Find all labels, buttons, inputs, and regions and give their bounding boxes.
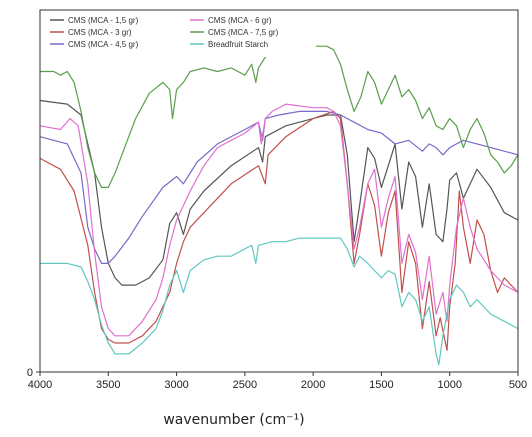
legend-label-1: CMS (MCA - 3 gr) [68,28,132,37]
series-line-4 [40,45,519,188]
legend-label-5: Breadfruit Starch [208,40,268,49]
legend-label-3: CMS (MCA - 6 gr) [208,16,272,25]
x-axis-title: wavenumber (cm⁻¹) [163,412,304,428]
x-tick-label: 3500 [96,379,120,391]
series-line-3 [39,103,519,337]
y-tick-label: 0 [27,367,33,379]
x-tick-label: 4000 [28,379,52,391]
legend-label-2: CMS (MCA - 4,5 gr) [68,40,139,49]
legend-background [46,13,316,57]
x-tick-label: 1000 [437,379,461,391]
x-tick-label: 3000 [164,379,188,391]
series-line-1 [39,110,519,351]
series-line-2 [39,110,519,264]
legend: CMS (MCA - 1,5 gr) CMS (MCA - 3 gr) CMS (M… [46,13,316,57]
x-tick-label: 2000 [301,379,325,391]
legend-label-4: CMS (MCA - 7,5 gr) [208,28,279,37]
x-tick-label: 500 [509,379,527,391]
series-line-0 [39,99,519,286]
legend-label-0: CMS (MCA - 1,5 gr) [68,16,139,25]
series-layer [39,45,519,366]
plot-frame [39,9,519,373]
series-line-5 [40,237,519,366]
axes: 4000 3500 3000 2500 2000 1500 1000 500 0 [27,9,527,391]
x-tick-label: 2500 [233,379,257,391]
x-tick-label: 1500 [369,379,393,391]
